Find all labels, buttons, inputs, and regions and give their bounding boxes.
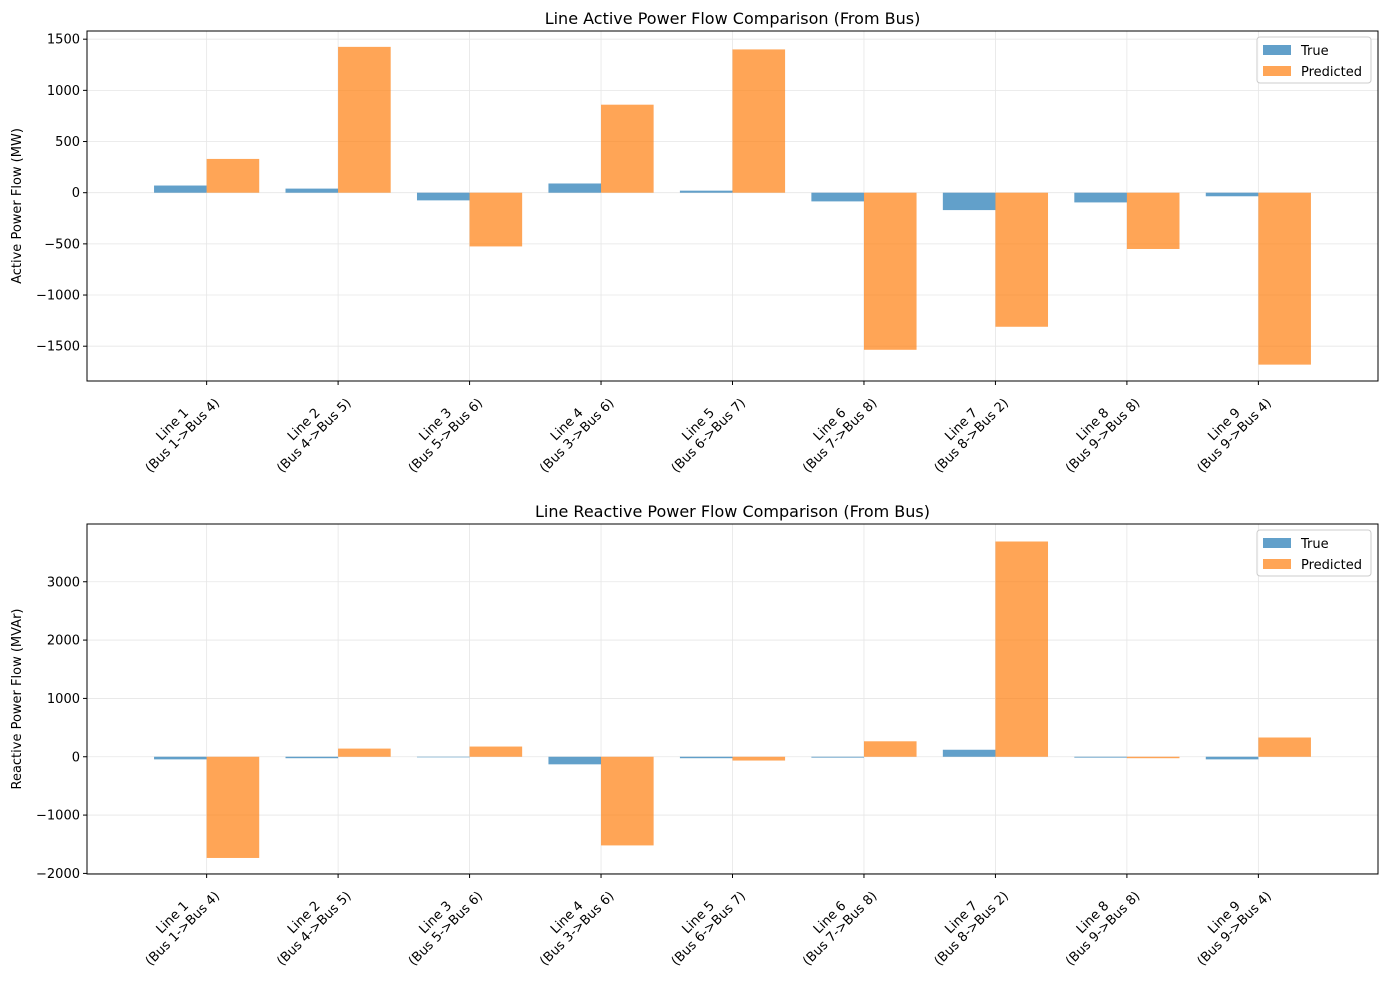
bar-predicted-4 [601, 756, 654, 846]
y-tick-label: 1500 [47, 33, 80, 48]
bar-true-1 [154, 756, 207, 760]
y-tick-label: 2000 [47, 634, 80, 649]
legend-swatch-predicted [1263, 559, 1291, 569]
x-tick-label: Line 8(Bus 9->Bus 8) [1063, 396, 1143, 476]
y-tick-label: −1000 [36, 289, 80, 304]
x-tick-label: Line 9(Bus 9->Bus 4) [1195, 396, 1275, 476]
x-tick-label: Line 4(Bus 3->Bus 6) [537, 396, 617, 476]
bar-true-7 [942, 749, 996, 757]
legend-label-true: True [1300, 537, 1329, 552]
bar-true-4 [548, 756, 602, 765]
x-tick-label: Line 1(Bus 1->Bus 4) [143, 396, 223, 476]
bar-predicted-4 [601, 104, 654, 193]
bar-true-9 [1205, 192, 1259, 197]
bar-true-7 [942, 192, 996, 211]
legend-label-predicted: Predicted [1301, 65, 1362, 80]
x-tick-label: Line 5(Bus 6->Bus 7) [669, 396, 749, 476]
bar-true-6 [811, 756, 864, 758]
active-power-chart: −1500 −1000 −500 0 500 1000 1500 Line 1(Bus 1->… [10, 9, 1379, 476]
bar-predicted-8 [1126, 192, 1180, 249]
y-tick-label: 1000 [47, 692, 80, 707]
y-axis-label: Reactive Power Flow (MVAr) [10, 609, 25, 790]
y-tick-label: 0 [72, 750, 80, 765]
bar-predicted-1 [206, 158, 260, 193]
legend-swatch-true [1263, 45, 1291, 55]
legend-swatch-predicted [1263, 66, 1291, 76]
y-tick-label: −500 [44, 237, 80, 252]
chart-title: Line Reactive Power Flow Comparison (Fro… [535, 502, 930, 521]
x-tick-label: Line 5(Bus 6->Bus 7) [669, 889, 749, 969]
y-tick-label: 1000 [47, 84, 80, 99]
bar-true-8 [1074, 756, 1127, 758]
bar-true-3 [416, 756, 470, 758]
bar-predicted-9 [1258, 192, 1311, 365]
bar-true-4 [548, 183, 602, 193]
bar-predicted-2 [338, 748, 391, 757]
y-tick-label: −1500 [36, 340, 80, 355]
bar-predicted-2 [338, 46, 391, 193]
bar-true-5 [679, 190, 733, 193]
x-tick-label: Line 7(Bus 8->Bus 2) [932, 396, 1012, 476]
chart-title: Line Active Power Flow Comparison (From … [545, 9, 921, 28]
x-tick-label: Line 6(Bus 7->Bus 8) [800, 889, 880, 969]
bar-predicted-1 [206, 756, 260, 858]
legend-label-true: True [1300, 44, 1329, 59]
x-tick-label: Line 2(Bus 4->Bus 5) [274, 889, 354, 969]
x-tick-label: Line 3(Bus 5->Bus 6) [406, 889, 486, 969]
legend-swatch-true [1263, 538, 1291, 548]
bar-true-2 [285, 188, 339, 193]
x-tick-label: Line 3(Bus 5->Bus 6) [406, 396, 486, 476]
y-tick-label: 500 [55, 135, 80, 150]
x-tick-label: Line 9(Bus 9->Bus 4) [1195, 889, 1275, 969]
y-axis-label: Active Power Flow (MW) [10, 128, 25, 284]
bar-predicted-3 [469, 746, 523, 757]
bar-true-2 [285, 756, 339, 759]
y-tick-label: −2000 [36, 867, 80, 882]
bar-predicted-6 [863, 192, 917, 350]
bar-predicted-9 [1258, 737, 1311, 757]
bar-true-9 [1205, 756, 1259, 760]
x-tick-label: Line 1(Bus 1->Bus 4) [143, 889, 223, 969]
legend-label-predicted: Predicted [1301, 558, 1362, 573]
bar-predicted-7 [995, 192, 1049, 327]
bar-predicted-7 [995, 541, 1049, 757]
x-tick-label: Line 2(Bus 4->Bus 5) [274, 396, 354, 476]
y-tick-label: 3000 [47, 575, 80, 590]
bar-predicted-5 [732, 756, 786, 761]
bar-true-3 [416, 192, 470, 201]
bar-true-6 [811, 192, 864, 202]
bar-predicted-3 [469, 192, 523, 247]
x-tick-label: Line 8(Bus 9->Bus 8) [1063, 889, 1143, 969]
y-tick-label: 0 [72, 186, 80, 201]
y-tick-label: −1000 [36, 809, 80, 824]
x-tick-label: Line 6(Bus 7->Bus 8) [800, 396, 880, 476]
x-tick-label: Line 4(Bus 3->Bus 6) [537, 889, 617, 969]
bar-true-5 [679, 756, 733, 759]
reactive-power-chart: −2000 −1000 0 1000 2000 3000 Line 1(Bus 1->Bus… [10, 502, 1379, 969]
legend: True Predicted [1256, 529, 1372, 577]
legend: True Predicted [1256, 36, 1372, 84]
bar-true-8 [1074, 192, 1127, 203]
bar-predicted-8 [1126, 756, 1180, 759]
bar-predicted-5 [732, 49, 786, 193]
bar-predicted-6 [863, 741, 917, 757]
bar-true-1 [154, 185, 207, 193]
x-tick-label: Line 7(Bus 8->Bus 2) [932, 889, 1012, 969]
